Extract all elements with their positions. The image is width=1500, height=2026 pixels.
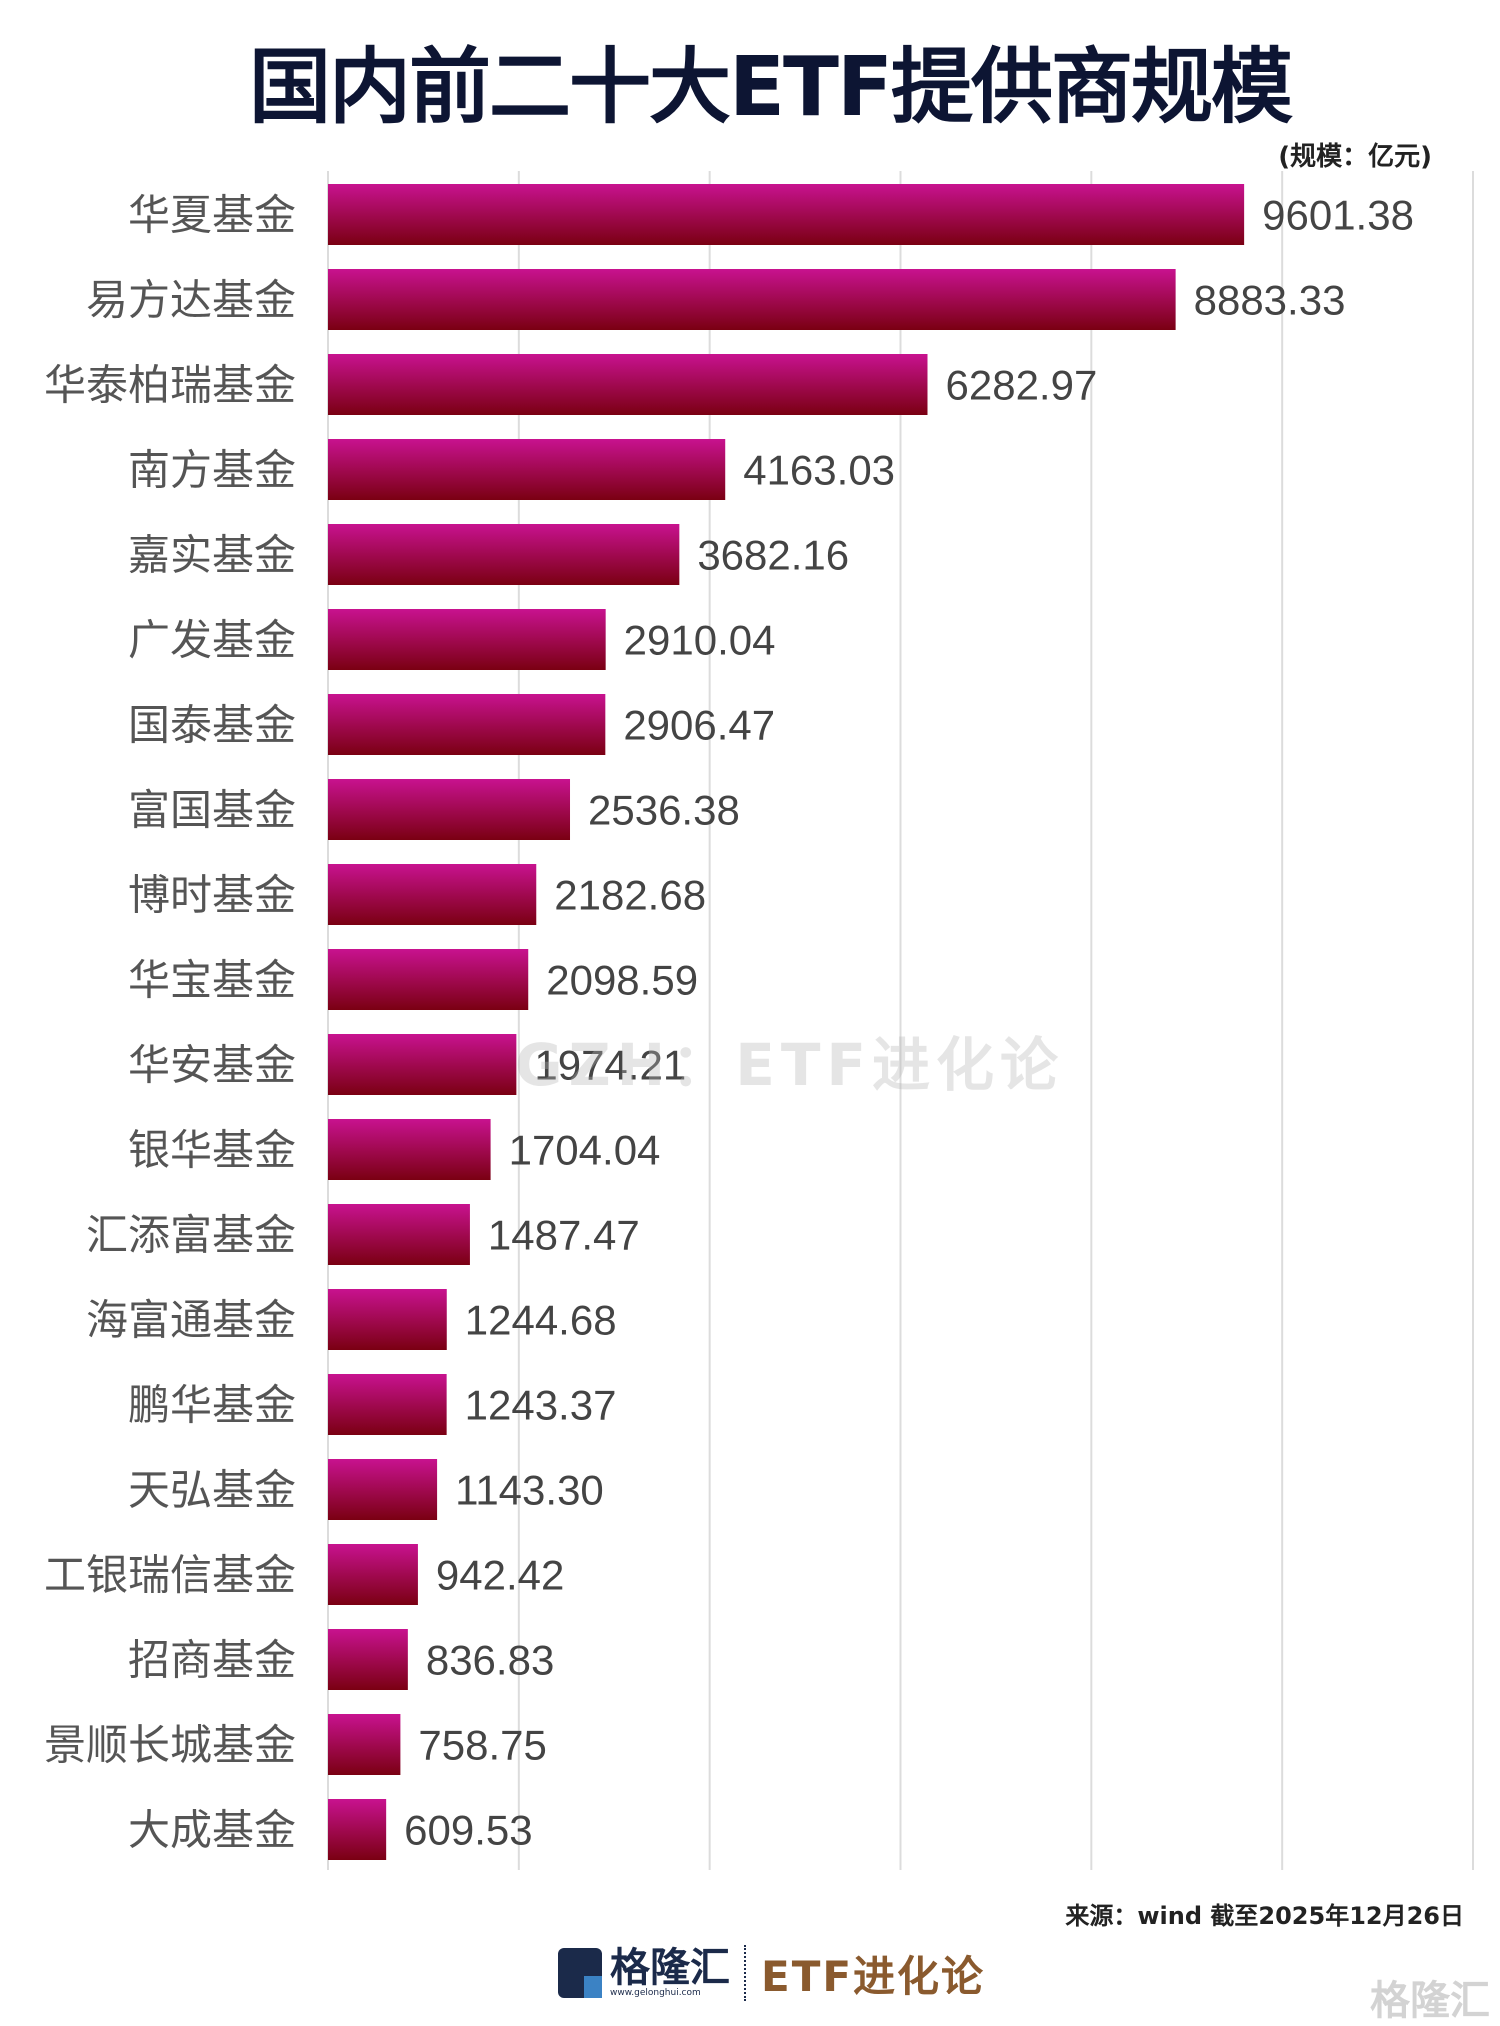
bar	[328, 524, 680, 585]
category-label: 海富通基金	[86, 1296, 296, 1345]
category-label: 国泰基金	[128, 701, 296, 750]
category-label: 南方基金	[128, 446, 296, 495]
bar	[328, 1459, 438, 1520]
divider	[744, 1945, 747, 2001]
bar	[328, 1544, 418, 1605]
value-label: 1243.37	[465, 1382, 617, 1429]
category-label: 大成基金	[128, 1806, 296, 1855]
value-label: 8883.33	[1194, 277, 1346, 324]
bar	[328, 1289, 447, 1350]
category-label: 华安基金	[128, 1041, 296, 1090]
value-label: 6282.97	[946, 362, 1098, 409]
bar	[328, 694, 606, 755]
value-label: 2536.38	[588, 787, 740, 834]
bar	[328, 864, 537, 925]
value-label: 2098.59	[546, 957, 698, 1004]
footer-logo: 格隆汇 www.gelonghui.com ETF进化论	[558, 1942, 985, 2004]
category-label: 博时基金	[128, 871, 296, 920]
source-note: 来源：wind 截至2025年12月26日	[1065, 1902, 1464, 1930]
bar	[328, 949, 529, 1010]
category-label: 银华基金	[128, 1126, 296, 1175]
value-label: 1143.30	[455, 1467, 604, 1514]
gelonghui-logo-icon	[558, 1948, 602, 1998]
bar	[328, 1034, 517, 1095]
bar	[328, 609, 606, 670]
bar	[328, 1799, 387, 1860]
category-label: 华宝基金	[128, 956, 296, 1005]
value-label: 1244.68	[465, 1297, 617, 1344]
bar	[328, 1374, 447, 1435]
column-name: ETF进化论	[761, 1951, 986, 2001]
corner-watermark: 格隆汇	[1370, 1978, 1490, 2024]
category-label: 招商基金	[128, 1636, 296, 1685]
category-label: 天弘基金	[128, 1466, 296, 1515]
category-label: 汇添富基金	[86, 1211, 296, 1260]
bar	[328, 1714, 401, 1775]
value-label: 9601.38	[1262, 192, 1414, 239]
brand-url: www.gelonghui.com	[610, 1988, 701, 1998]
category-label: 鹏华基金	[128, 1381, 296, 1430]
bar	[328, 779, 571, 840]
chart-title: 国内前二十大ETF提供商规模	[249, 40, 1293, 135]
value-label: 1974.21	[534, 1042, 686, 1089]
category-label: 华泰柏瑞基金	[44, 361, 296, 410]
bar	[328, 1204, 470, 1265]
bar	[328, 354, 928, 415]
value-label: 942.42	[436, 1552, 564, 1599]
bar	[328, 1629, 408, 1690]
bar-chart: 华夏基金 9601.38 易方达基金 8883.33 华泰柏瑞基金 6282.97 南方基金…	[44, 171, 1474, 1870]
watermark: GZH：ETF进化论	[515, 1031, 1065, 1099]
bar	[328, 439, 726, 500]
value-label: 836.83	[426, 1637, 554, 1684]
brand-name: 格隆汇 www.gelonghui.com	[610, 1948, 730, 1998]
unit-label: (规模：亿元)	[1278, 142, 1432, 172]
bar	[328, 1119, 491, 1180]
value-label: 1704.04	[509, 1127, 661, 1174]
category-label: 华夏基金	[128, 191, 296, 240]
category-label: 易方达基金	[86, 276, 296, 325]
value-label: 758.75	[418, 1722, 546, 1769]
brand-text: 格隆汇	[610, 1945, 730, 1991]
value-label: 2182.68	[554, 872, 706, 919]
category-label: 富国基金	[128, 786, 296, 835]
category-label: 工银瑞信基金	[44, 1551, 296, 1600]
bar	[328, 184, 1245, 245]
value-label: 609.53	[404, 1807, 532, 1854]
category-label: 广发基金	[128, 616, 296, 665]
value-label: 4163.03	[743, 447, 895, 494]
value-label: 2906.47	[623, 702, 775, 749]
value-label: 3682.16	[697, 532, 849, 579]
bar	[328, 269, 1176, 330]
value-label: 2910.04	[624, 617, 776, 664]
category-label: 嘉实基金	[128, 531, 296, 580]
category-label: 景顺长城基金	[44, 1721, 296, 1770]
value-label: 1487.47	[488, 1212, 640, 1259]
